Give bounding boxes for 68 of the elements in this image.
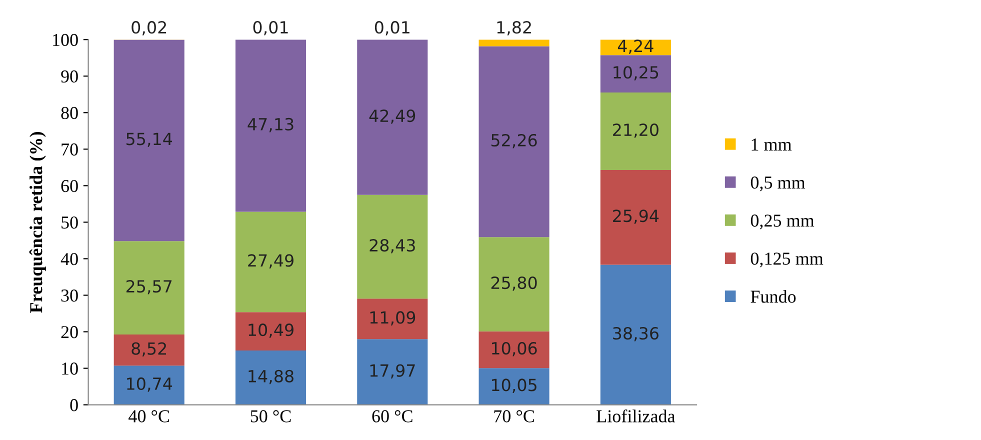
x-tick-label: 50 °C: [250, 410, 291, 422]
bar: [478, 237, 550, 332]
data-label: 10,49: [248, 324, 294, 338]
data-label: 0,01: [374, 21, 410, 36]
bar: [114, 40, 184, 242]
data-label: 1,82: [497, 21, 531, 36]
data-label: 0,01: [253, 20, 288, 36]
y-tick-label: 50: [62, 216, 78, 229]
bar: [114, 366, 184, 405]
data-label: 10,25: [614, 66, 658, 80]
data-label: 10,05: [492, 378, 536, 393]
x-tick-label: 70 °C: [494, 410, 534, 422]
data-label: 52,26: [491, 134, 537, 148]
y-tick-label: 70: [62, 143, 78, 156]
bar: [600, 264, 671, 405]
y-tick-label: 30: [61, 289, 78, 302]
bar: [600, 170, 671, 265]
bar: [600, 55, 671, 93]
bar: [600, 92, 671, 170]
data-label: 25,94: [613, 210, 659, 224]
legend-label: Fundo: [750, 290, 796, 303]
data-label: 11,09: [370, 311, 416, 326]
y-tick-label: 100: [53, 34, 78, 46]
x-tick-label: 60 °C: [372, 410, 412, 422]
data-label: 38,36: [613, 326, 658, 342]
x-tick-label: Liofilizada: [596, 409, 676, 422]
data-label: 21,20: [613, 123, 658, 138]
data-label: 47,13: [248, 118, 294, 132]
data-label: 17,97: [370, 364, 415, 379]
bar: [114, 241, 184, 334]
y-tick-label: 20: [61, 326, 78, 338]
data-label: 0,02: [132, 21, 166, 36]
data-label: 10,74: [127, 377, 172, 392]
data-label: 4,24: [618, 40, 654, 54]
legend-label: 0,125 mm: [750, 252, 824, 268]
bar: [478, 40, 550, 46]
x-tick-label: 40 °C: [128, 410, 170, 422]
bar: [478, 46, 550, 238]
bar: [357, 40, 428, 195]
bar: [114, 334, 184, 366]
data-label: 10,06: [492, 342, 537, 356]
data-label: 27,49: [248, 254, 294, 268]
legend-label: 0,5 mm: [750, 176, 806, 192]
bar: [357, 339, 428, 405]
bar: [478, 331, 550, 368]
y-tick-label: 80: [61, 106, 78, 120]
bar: [235, 40, 306, 212]
data-label: 42,49: [369, 109, 416, 124]
data-label: 25,80: [491, 276, 537, 291]
legend-label: 0,25 mm: [750, 214, 814, 230]
data-label: 55,14: [126, 132, 172, 147]
y-tick-label: 10: [62, 362, 78, 375]
y-tick-label: 60: [61, 180, 78, 192]
data-label: 8,52: [132, 342, 166, 357]
y-tick-label: 0: [70, 399, 78, 412]
bar: [357, 298, 428, 340]
bar: [235, 350, 306, 405]
y-axis-title: Freuquência retida (%): [29, 132, 46, 313]
data-label: 28,43: [370, 238, 415, 254]
y-tick-label: 40: [60, 252, 78, 266]
y-tick-label: 90: [61, 70, 78, 83]
bar: [235, 312, 306, 350]
bar: [235, 212, 306, 312]
bar: [357, 194, 428, 299]
bar: [478, 368, 550, 405]
data-label: 25,57: [126, 280, 172, 294]
data-label: 14,88: [248, 370, 294, 384]
legend-label: 1 mm: [752, 138, 792, 150]
